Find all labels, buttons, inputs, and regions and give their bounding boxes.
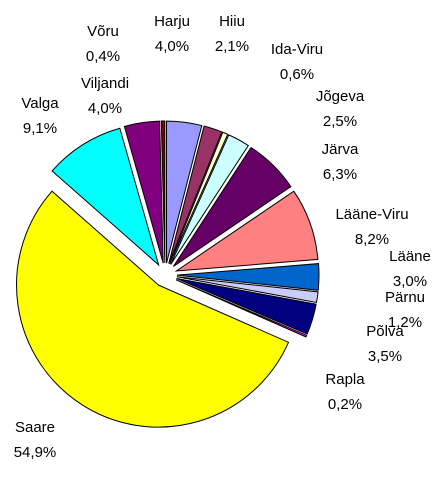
slice-value-label: 6,3% — [323, 166, 357, 183]
slice-value-label: 3,5% — [368, 348, 402, 365]
slice-label: Harju — [154, 13, 190, 30]
slice-label: Järva — [322, 141, 359, 158]
slice-label: Lääne — [389, 248, 431, 265]
slice-label: Rapla — [325, 371, 365, 388]
slice-value-label: 54,9% — [14, 444, 57, 461]
slice-value-label: 0,6% — [280, 66, 314, 83]
pie-slice — [160, 120, 166, 264]
slice-label: Valga — [21, 95, 59, 112]
slice-value-label: 2,1% — [215, 38, 249, 55]
pie-slice — [123, 120, 164, 264]
slice-label: Saare — [15, 419, 55, 436]
pie-slice — [51, 127, 160, 267]
pie-slice — [176, 276, 319, 304]
slice-label: Ida-Viru — [271, 41, 323, 58]
pie-slice — [166, 120, 203, 264]
pie-slice — [169, 131, 229, 265]
slice-value-label: 9,1% — [23, 120, 57, 137]
slice-value-label: 1,2% — [388, 314, 422, 331]
slice-label: Lääne-Viru — [335, 206, 408, 223]
slice-label: Pärnu — [385, 289, 425, 306]
pie-slice — [174, 190, 319, 272]
slice-value-label: 4,0% — [88, 100, 122, 117]
pie-slice — [168, 125, 223, 264]
slice-value-label: 2,5% — [323, 113, 357, 130]
slice-value-label: 4,0% — [155, 38, 189, 55]
slice-label: Hiiu — [219, 13, 245, 30]
pie-slice — [175, 279, 308, 338]
slice-label: Võru — [87, 23, 119, 40]
pie-slice — [172, 146, 292, 267]
slice-value-label: 8,2% — [355, 231, 389, 248]
slice-value-label: 0,4% — [86, 48, 120, 65]
slice-value-label: 0,2% — [328, 396, 362, 413]
slice-label: Põlva — [366, 323, 404, 340]
slice-value-label: 3,0% — [393, 273, 427, 290]
pie-slice — [176, 277, 317, 335]
pie-slice — [170, 134, 250, 265]
slice-label: Viljandi — [81, 75, 129, 92]
pie-slice — [16, 190, 290, 428]
pie-slice — [176, 263, 320, 291]
slice-label: Jõgeva — [316, 88, 365, 105]
